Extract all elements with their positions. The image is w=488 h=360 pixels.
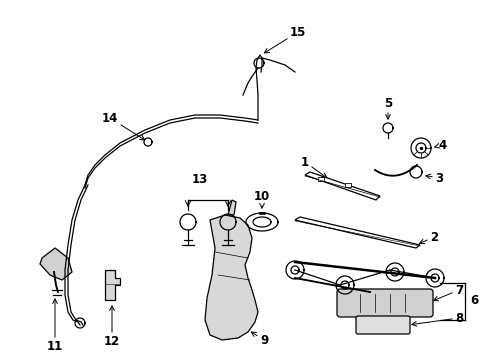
Polygon shape [204,215,258,340]
FancyBboxPatch shape [336,289,432,317]
Text: 13: 13 [191,173,208,186]
FancyBboxPatch shape [345,183,350,187]
Text: 8: 8 [411,311,462,326]
Text: 11: 11 [47,299,63,353]
Text: 14: 14 [102,112,144,140]
Polygon shape [40,248,72,280]
FancyBboxPatch shape [355,316,409,334]
Text: 10: 10 [253,190,269,208]
FancyBboxPatch shape [317,177,324,181]
Text: 7: 7 [433,284,462,301]
Text: 2: 2 [419,230,437,244]
Text: 15: 15 [264,26,306,53]
Polygon shape [294,217,419,248]
Text: 1: 1 [300,156,326,178]
Text: 6: 6 [469,293,477,306]
Polygon shape [105,270,120,300]
Text: 3: 3 [425,171,442,185]
Polygon shape [227,200,236,215]
Text: 5: 5 [383,97,391,119]
Text: 9: 9 [251,332,268,346]
Text: 4: 4 [434,139,446,152]
Polygon shape [305,172,379,200]
Text: 12: 12 [103,306,120,348]
